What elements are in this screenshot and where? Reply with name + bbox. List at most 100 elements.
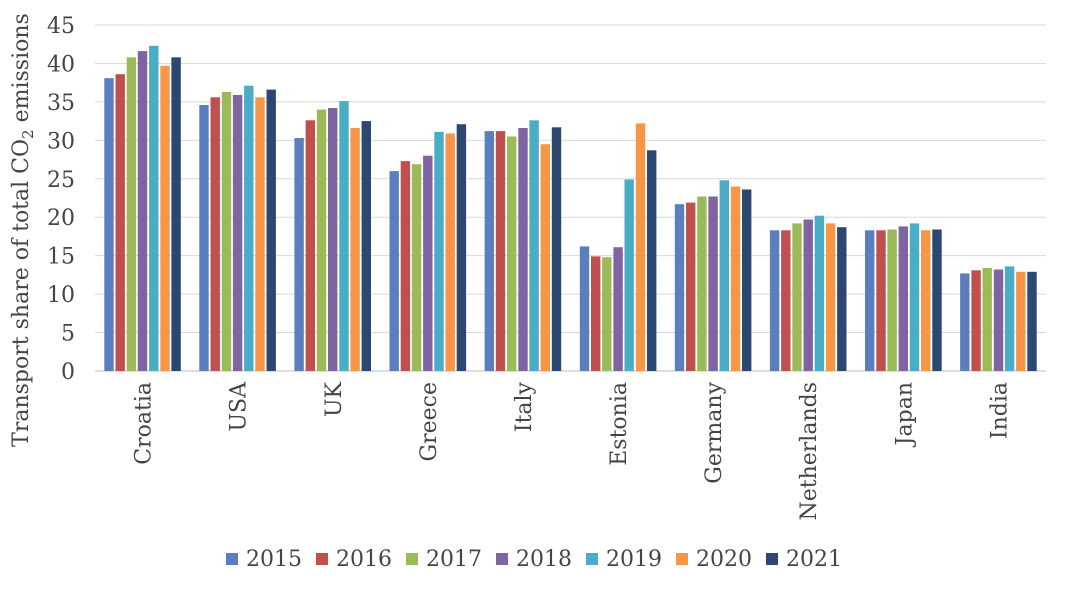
- bar-india-2015: [960, 273, 970, 371]
- bar-usa-2018: [232, 95, 243, 371]
- y-axis-label: Transport share of total CO2 emissions: [9, 13, 37, 447]
- bar-uk-2017: [316, 109, 327, 371]
- bar-croatia-2021: [171, 57, 181, 372]
- y-tick-label: 15: [47, 245, 75, 270]
- legend-item: 2019: [586, 547, 662, 572]
- legend-label: 2019: [606, 546, 662, 572]
- bar-estonia-2019: [624, 179, 634, 371]
- bar-chart: 0 5 10 15 20 25 30 35 40 45 Croatia USA UK Greece Ita…: [9, 13, 1046, 521]
- x-tick-label: India: [987, 382, 1012, 439]
- bar-italy-2018: [518, 128, 528, 371]
- bar-italy-2021: [551, 127, 562, 371]
- x-tick-label: UK: [322, 381, 347, 417]
- y-tick-label: 40: [47, 52, 75, 77]
- bar-uk-2021: [361, 121, 371, 371]
- bar-italy-2020: [540, 144, 550, 371]
- legend-item: 2015: [226, 547, 302, 572]
- bar-india-2020: [1016, 271, 1026, 371]
- bar-greece-2020: [445, 133, 455, 371]
- y-axis-label-subscript: 2: [19, 129, 37, 139]
- bar-croatia-2020: [160, 65, 170, 372]
- bar-india-2016: [971, 270, 981, 371]
- bar-croatia-2018: [137, 51, 148, 371]
- bar-usa-2016: [210, 97, 220, 372]
- x-tick-labels: Croatia USA UK Greece Italy Estonia Germany Net…: [132, 381, 1013, 521]
- legend-item: 2020: [676, 547, 752, 572]
- bar-usa-2015: [199, 105, 209, 371]
- bar-germany-2021: [742, 189, 752, 371]
- bar-usa-2021: [266, 89, 276, 371]
- bar-india-2021: [1027, 271, 1037, 371]
- bar-japan-2020: [921, 230, 931, 371]
- legend-swatch: [496, 553, 508, 565]
- y-tick-label: 45: [47, 14, 75, 39]
- x-tick-label: Greece: [417, 382, 442, 461]
- bar-netherlands-2019: [814, 215, 825, 371]
- y-tick-label: 0: [61, 360, 75, 385]
- legend-label: 2017: [426, 546, 482, 572]
- x-tick-label: USA: [227, 381, 252, 432]
- bar-croatia-2016: [115, 74, 125, 371]
- bar-croatia-2017: [126, 57, 137, 372]
- bar-germany-2018: [708, 196, 718, 371]
- bar-japan-2019: [909, 223, 920, 371]
- legend-swatch: [676, 553, 688, 565]
- y-tick-label: 30: [47, 129, 75, 154]
- bar-germany-2015: [674, 204, 685, 371]
- bar-germany-2017: [697, 196, 707, 371]
- legend-item: 2016: [316, 547, 392, 572]
- bar-japan-2015: [865, 230, 875, 371]
- bar-netherlands-2016: [781, 230, 791, 371]
- bar-netherlands-2018: [803, 219, 813, 371]
- bar-estonia-2020: [635, 123, 646, 372]
- bar-estonia-2017: [602, 257, 612, 371]
- y-axis-label-suffix: emissions: [9, 13, 34, 129]
- bar-greece-2021: [456, 124, 467, 371]
- bar-germany-2019: [719, 180, 729, 371]
- y-tick-label: 35: [47, 91, 75, 116]
- y-tick-label: 25: [47, 168, 75, 193]
- y-tick-label: 20: [47, 206, 75, 231]
- legend-label: 2020: [696, 546, 752, 572]
- legend-item: 2018: [496, 547, 572, 572]
- bar-japan-2017: [887, 229, 897, 371]
- bar-uk-2016: [305, 120, 315, 371]
- bar-greece-2018: [423, 155, 433, 371]
- bar-uk-2019: [339, 101, 349, 371]
- x-tick-label: Netherlands: [797, 382, 822, 521]
- bars: [104, 45, 1037, 372]
- bar-india-2019: [1004, 266, 1015, 371]
- bar-estonia-2018: [613, 247, 623, 371]
- bar-japan-2018: [898, 226, 908, 371]
- legend-label: 2021: [786, 546, 842, 572]
- bar-greece-2019: [434, 131, 444, 371]
- x-tick-label: Italy: [512, 381, 537, 432]
- bar-greece-2017: [411, 164, 422, 371]
- bar-uk-2020: [350, 128, 360, 371]
- legend-swatch: [226, 553, 238, 565]
- legend-item: 2021: [766, 547, 842, 572]
- bar-estonia-2016: [591, 256, 601, 371]
- bar-japan-2021: [932, 229, 942, 371]
- bar-italy-2015: [484, 131, 494, 371]
- bar-usa-2017: [221, 91, 232, 372]
- legend-label: 2018: [516, 546, 572, 572]
- x-tick-label: Germany: [702, 381, 727, 483]
- legend-swatch: [766, 553, 778, 565]
- bar-japan-2016: [876, 230, 886, 371]
- bar-netherlands-2015: [769, 230, 780, 371]
- bar-italy-2017: [507, 136, 517, 371]
- legend-swatch: [406, 553, 418, 565]
- x-tick-label: Croatia: [132, 382, 157, 465]
- bar-netherlands-2021: [837, 227, 847, 371]
- y-tick-labels: 0 5 10 15 20 25 30 35 40 45: [47, 14, 75, 385]
- bar-greece-2015: [389, 171, 399, 371]
- bar-netherlands-2020: [825, 223, 836, 371]
- bar-estonia-2015: [579, 246, 590, 371]
- bar-india-2018: [993, 269, 1004, 371]
- y-axis-label-prefix: Transport share of total CO: [9, 139, 34, 447]
- x-tick-label: Estonia: [607, 382, 632, 466]
- bar-croatia-2019: [149, 45, 159, 372]
- y-tick-label: 10: [47, 283, 75, 308]
- bar-germany-2020: [730, 186, 741, 371]
